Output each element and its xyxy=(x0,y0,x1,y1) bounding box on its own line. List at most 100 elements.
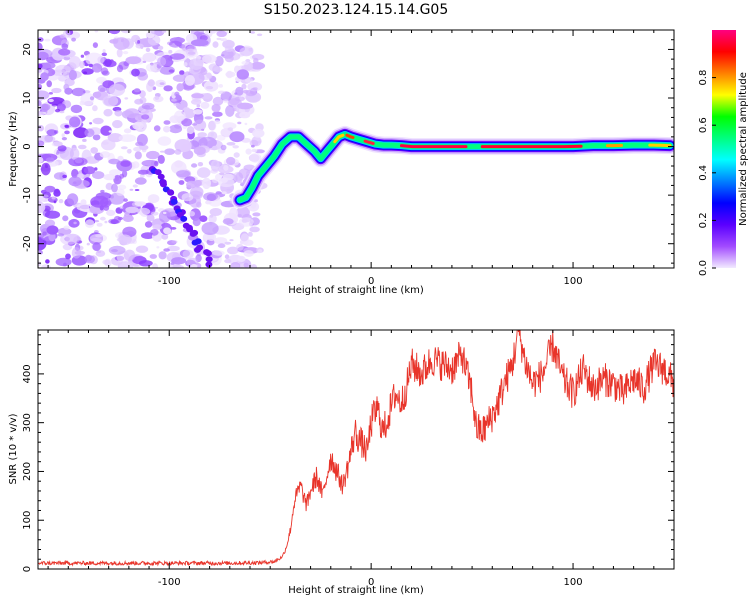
noise-blob xyxy=(251,148,258,153)
noise-blob xyxy=(92,105,98,112)
noise-blob xyxy=(204,116,213,120)
spectrogram-trace xyxy=(231,125,674,209)
noise-blob xyxy=(154,95,160,100)
spectrogram-trace-core xyxy=(363,139,375,145)
noise-blob xyxy=(237,214,242,218)
noise-blob xyxy=(171,98,177,102)
noise-blob xyxy=(250,62,266,70)
noise-blob xyxy=(119,205,124,210)
noise-blobs xyxy=(38,30,268,268)
noise-blob xyxy=(58,199,64,204)
noise-blob xyxy=(257,249,263,254)
noise-blob xyxy=(129,188,134,191)
noise-blob xyxy=(104,220,108,224)
noise-blob xyxy=(190,264,198,268)
noise-blob xyxy=(186,180,197,189)
noise-blob xyxy=(134,189,140,191)
noise-blob xyxy=(156,246,160,249)
noise-blob xyxy=(171,257,187,265)
noise-blob xyxy=(149,254,157,259)
spectrogram-ylabel: Frequency (Hz) xyxy=(8,111,19,187)
noise-blob xyxy=(220,91,232,102)
snr-background xyxy=(38,330,674,569)
noise-blob xyxy=(100,189,105,193)
noise-blob xyxy=(123,249,136,261)
colorbar: 0.0 0.2 0.4 0.6 0.8 Normalized spectral ampl… xyxy=(698,30,749,276)
noise-blob xyxy=(235,86,244,96)
noise-blob xyxy=(109,169,121,176)
noise-blob xyxy=(122,214,134,222)
noise-blob xyxy=(73,127,89,139)
diagonal-trace-blob xyxy=(204,250,212,257)
noise-blob xyxy=(44,38,51,42)
noise-blob xyxy=(212,96,224,106)
noise-blob xyxy=(71,37,76,42)
noise-blob xyxy=(60,233,78,245)
noise-blob xyxy=(92,91,102,99)
noise-blob xyxy=(202,177,211,189)
noise-blob xyxy=(236,243,244,251)
noise-blob xyxy=(139,144,149,151)
noise-blob xyxy=(61,133,65,138)
noise-blob xyxy=(48,98,54,103)
spectrogram-trace-core xyxy=(333,133,345,144)
noise-blob xyxy=(38,49,53,58)
noise-blob xyxy=(89,122,93,125)
noise-blob xyxy=(134,201,146,207)
noise-blob xyxy=(217,243,226,248)
noise-blob xyxy=(54,188,60,194)
noise-blob xyxy=(38,135,56,143)
noise-blob xyxy=(241,65,250,70)
noise-blob xyxy=(138,260,153,267)
noise-blob xyxy=(58,48,71,56)
noise-blob xyxy=(206,72,212,79)
noise-blob xyxy=(114,109,123,117)
diagonal-trace-blob xyxy=(186,226,194,233)
diagonal-trace-blob xyxy=(205,256,213,263)
noise-blob xyxy=(41,264,51,268)
noise-blob xyxy=(118,184,127,190)
noise-blob xyxy=(200,101,210,109)
noise-blob xyxy=(96,222,103,227)
noise-blob xyxy=(89,233,107,243)
noise-blob xyxy=(80,54,85,58)
noise-blob xyxy=(181,118,193,127)
noise-blob xyxy=(150,30,161,35)
noise-blob xyxy=(108,30,121,35)
colorbar-label: Normalized spectral amplitude xyxy=(738,72,749,226)
noise-blob xyxy=(68,69,77,81)
spectrogram-frame xyxy=(37,29,675,269)
noise-blob xyxy=(38,100,42,106)
noise-blob xyxy=(202,54,217,64)
noise-blob xyxy=(71,247,82,259)
noise-blob xyxy=(103,108,113,117)
noise-blob xyxy=(135,43,144,49)
noise-blob xyxy=(192,218,201,227)
noise-blob xyxy=(239,47,254,57)
noise-blob xyxy=(135,245,149,253)
noise-blob xyxy=(158,52,165,57)
noise-blob xyxy=(205,200,212,205)
noise-blob xyxy=(219,172,225,176)
noise-blob xyxy=(39,103,49,113)
noise-blob xyxy=(125,56,142,65)
snr-ytick-label: 400 xyxy=(22,364,33,383)
noise-blob xyxy=(100,125,112,136)
noise-blob xyxy=(92,171,105,180)
noise-blob xyxy=(239,111,251,119)
noise-blob xyxy=(124,108,140,119)
noise-blob xyxy=(110,194,114,199)
noise-blob xyxy=(51,87,62,94)
noise-blob xyxy=(118,134,137,143)
noise-blob xyxy=(161,233,169,240)
noise-blob xyxy=(182,149,194,160)
noise-blob xyxy=(212,178,219,184)
noise-blob xyxy=(233,152,240,158)
noise-blob xyxy=(249,226,260,233)
noise-blob xyxy=(150,211,159,216)
noise-blob xyxy=(64,130,70,135)
noise-blob xyxy=(73,157,88,166)
diagonal-trace-blob xyxy=(194,238,202,245)
